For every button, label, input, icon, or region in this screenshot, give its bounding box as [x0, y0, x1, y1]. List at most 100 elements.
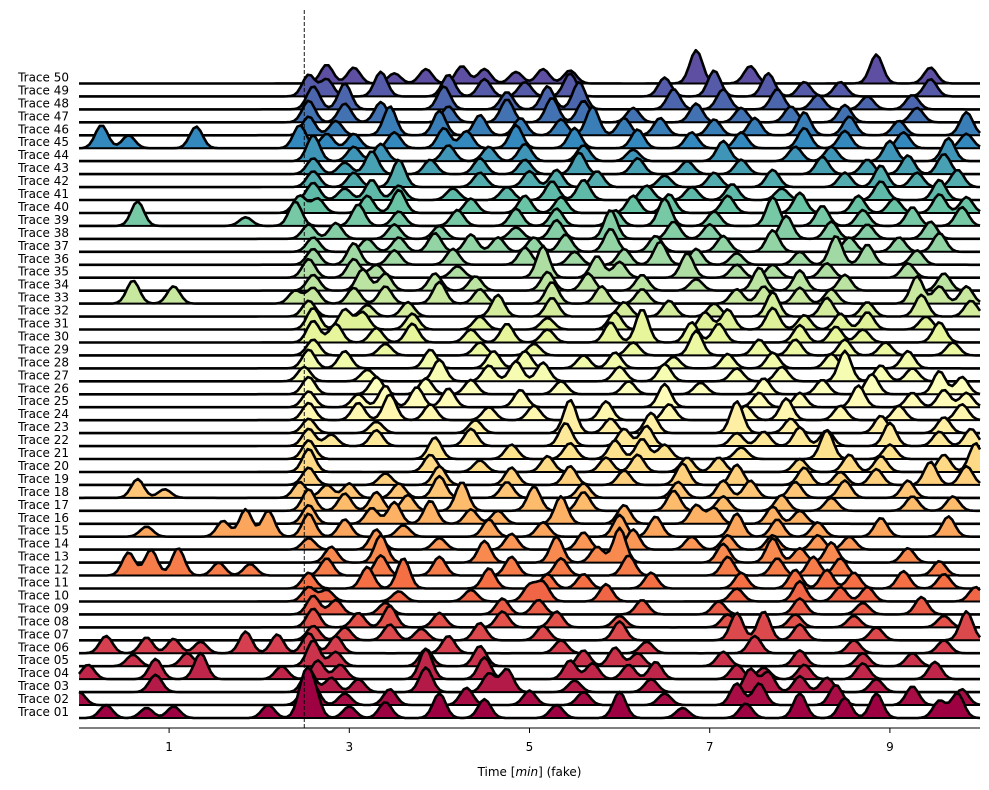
ridge-22 [79, 421, 982, 448]
x-tick-label: 9 [886, 740, 894, 754]
y-label: Trace 06 [17, 640, 69, 654]
ridges [77, 48, 982, 720]
ridge-fill [79, 595, 980, 615]
ridge-47 [79, 97, 980, 124]
y-label: Trace 24 [17, 407, 69, 421]
y-label: Trace 11 [17, 576, 69, 590]
y-label: Trace 50 [17, 70, 69, 84]
y-label: Trace 04 [17, 666, 69, 680]
y-label: Trace 13 [17, 550, 69, 564]
y-label: Trace 35 [17, 265, 69, 279]
ridge-40 [79, 188, 981, 215]
x-axis-title-pre: Time [ [477, 765, 516, 779]
x-axis-title-post: ] (fake) [538, 765, 581, 779]
ridge-line [79, 421, 982, 448]
y-label: Trace 16 [17, 511, 69, 525]
y-label: Trace 07 [17, 627, 69, 641]
ridge-fill [79, 229, 980, 252]
ridge-fill [79, 611, 980, 641]
ridge-fill [79, 267, 980, 291]
x-axis-title-var: min [515, 765, 538, 779]
ridge-line [79, 630, 980, 655]
ridge-38 [79, 209, 980, 241]
y-label: Trace 05 [17, 653, 69, 667]
ridge-fill [79, 422, 980, 447]
ridge-fill [79, 159, 980, 188]
ridge-fill [79, 276, 980, 304]
y-label: Trace 48 [17, 96, 69, 110]
y-label: Trace 12 [17, 563, 69, 577]
y-label: Trace 37 [17, 239, 69, 253]
y-label: Trace 23 [17, 420, 69, 434]
y-label: Trace 10 [17, 588, 69, 602]
y-label: Trace 46 [17, 122, 69, 136]
ridge-fill [79, 50, 980, 84]
y-label: Trace 21 [17, 446, 69, 460]
ridge-fill [79, 330, 980, 356]
y-label: Trace 14 [17, 537, 69, 551]
y-label: Trace 39 [17, 213, 69, 227]
x-tick-label: 7 [706, 740, 714, 754]
ridge-37 [79, 227, 980, 254]
ridge-fill [79, 98, 980, 123]
ridge-line [79, 507, 980, 538]
ridge-fill [79, 548, 980, 576]
y-label: Trace 28 [17, 355, 69, 369]
y-label: Trace 31 [17, 317, 69, 331]
y-label: Trace 08 [17, 614, 69, 628]
x-axis-title: Time [min] (fake) [477, 765, 582, 779]
ridge-10 [79, 579, 981, 603]
y-label: Trace 36 [17, 252, 69, 266]
x-tick-label: 5 [526, 740, 534, 754]
y-label: Trace 18 [17, 485, 69, 499]
y-label: Trace 38 [17, 226, 69, 240]
ridge-fill [79, 210, 980, 239]
y-label: Trace 41 [17, 187, 69, 201]
y-label: Trace 43 [17, 161, 69, 175]
y-label: Trace 15 [17, 524, 69, 538]
x-axis: 1 3 5 7 9 Time [min] (fake) [79, 727, 980, 779]
y-label: Trace 27 [17, 368, 69, 382]
x-tick-label: 3 [345, 740, 353, 754]
ridge-7 [79, 610, 982, 642]
ridge-13 [79, 526, 980, 564]
y-label: Trace 32 [17, 304, 69, 318]
ridge-50 [79, 48, 980, 85]
ridge-9 [79, 594, 980, 616]
ridge-6 [79, 630, 980, 655]
y-label: Trace 45 [17, 135, 69, 149]
y-label: Trace 17 [17, 498, 69, 512]
y-label: Trace 44 [17, 148, 69, 162]
x-ticks: 1 3 5 7 9 [165, 728, 894, 754]
y-label: Trace 02 [17, 692, 69, 706]
ridge-31 [79, 306, 980, 331]
y-label: Trace 01 [17, 705, 69, 719]
y-label: Trace 03 [17, 679, 69, 693]
ridge-line [79, 48, 980, 85]
y-label: Trace 49 [17, 83, 69, 97]
y-label: Trace 22 [17, 433, 69, 447]
x-tick-label: 1 [165, 740, 173, 754]
y-label: Trace 30 [17, 329, 69, 343]
ridge-fill [79, 236, 980, 265]
y-label: Trace 19 [17, 472, 69, 486]
y-label: Trace 26 [17, 381, 69, 395]
y-label: Trace 09 [17, 601, 69, 615]
y-label: Trace 47 [17, 109, 69, 123]
ridge-34 [79, 266, 980, 292]
ridge-fill [79, 580, 980, 602]
y-label: Trace 20 [17, 459, 69, 473]
y-label: Trace 29 [17, 342, 69, 356]
y-label: Trace 25 [17, 394, 69, 408]
ridge-30 [79, 309, 980, 344]
ridge-fill [79, 443, 980, 472]
ridge-20 [79, 442, 982, 474]
y-label: Trace 40 [17, 200, 69, 214]
ridge-42 [79, 158, 981, 189]
y-label: Trace 34 [17, 278, 69, 292]
ridge-25 [79, 382, 981, 409]
y-label: Trace 42 [17, 174, 69, 188]
y-label: Trace 33 [17, 291, 69, 305]
